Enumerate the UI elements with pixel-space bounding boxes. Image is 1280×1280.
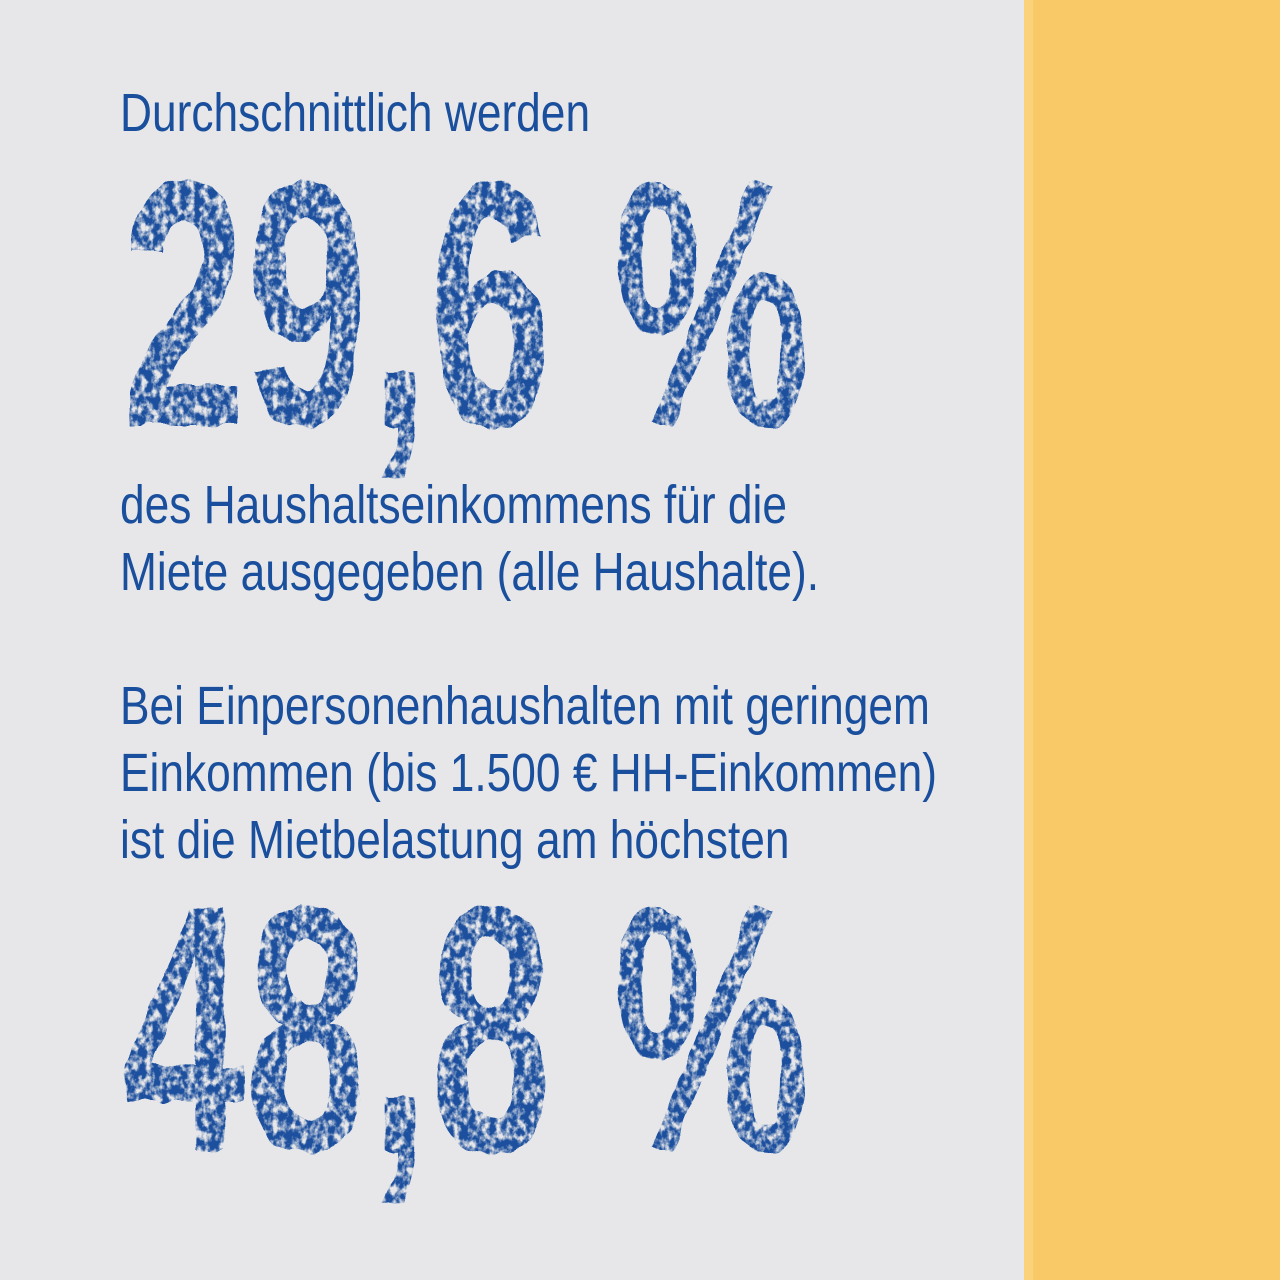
stat-2-value-stamp: 48,8 % xyxy=(123,833,809,1224)
stat-1-description: des Haushaltseinkommens für die Miete au… xyxy=(120,475,820,602)
intro-text: Durchschnittlich werden xyxy=(120,83,591,143)
stat-1-value: 29,6 % xyxy=(123,108,809,499)
stat-2-value: 48,8 % xyxy=(123,833,809,1224)
accent-band xyxy=(1024,0,1280,1280)
stat-1-value-stamp: 29,6 % xyxy=(123,108,809,499)
accent-band-edge xyxy=(1024,0,1033,1280)
stat-2-lead: Bei Einpersonenhaushalten mit geringem E… xyxy=(120,676,938,870)
